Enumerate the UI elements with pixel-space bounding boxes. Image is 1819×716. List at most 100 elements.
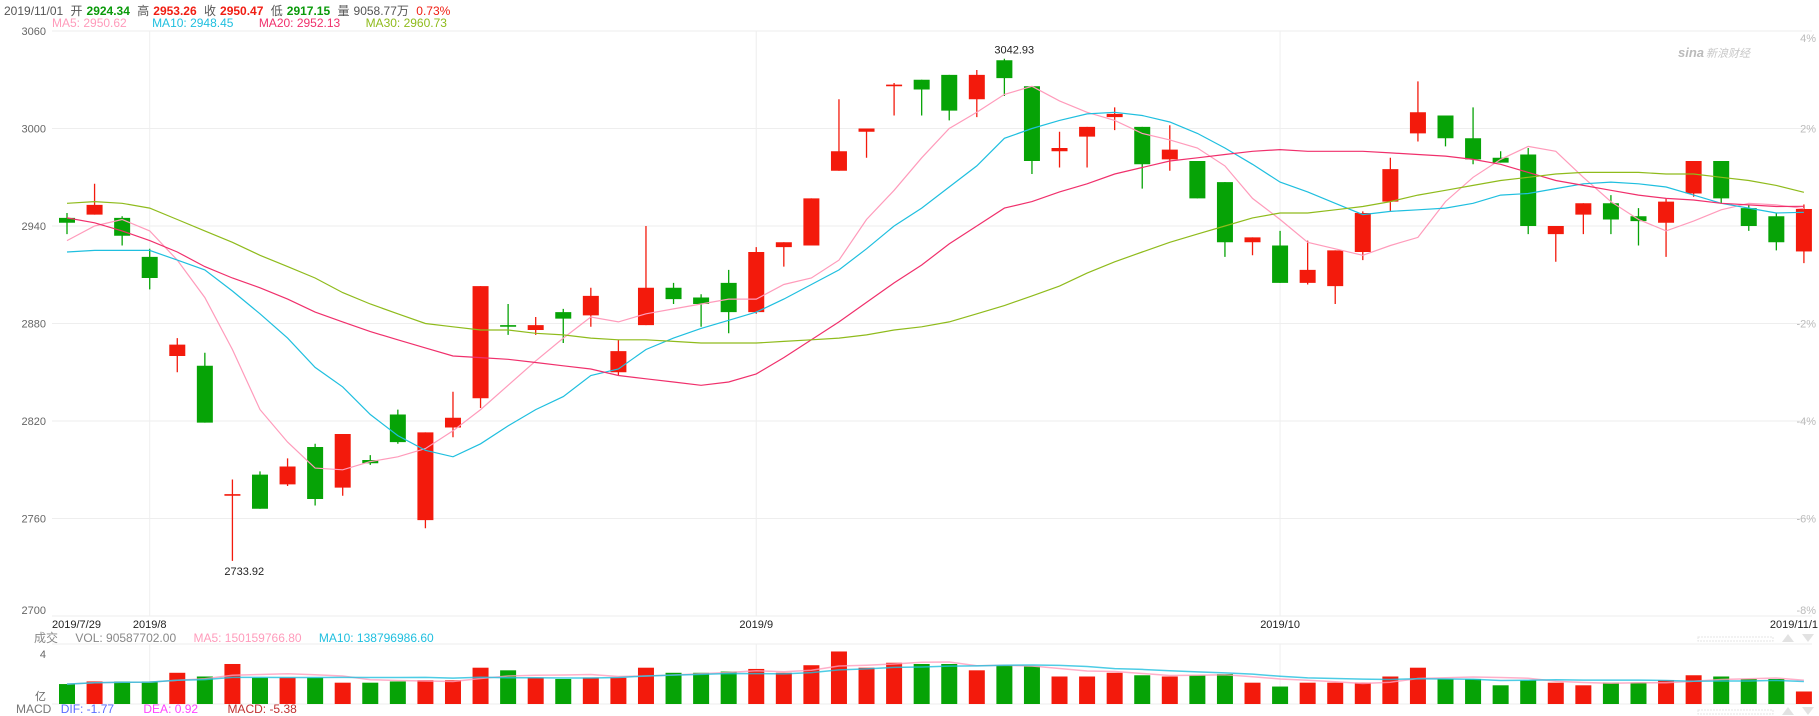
volume-bar	[720, 671, 737, 704]
volume-bar	[1547, 682, 1564, 704]
volume-bar	[830, 651, 847, 704]
volume-bar	[86, 681, 103, 704]
volume-bar	[279, 677, 296, 704]
candle-up	[1575, 203, 1592, 215]
volume-bar	[307, 677, 324, 704]
candle-up	[582, 295, 599, 316]
candle-up	[86, 204, 103, 215]
candle-down	[1272, 245, 1289, 283]
volume-bar	[555, 678, 572, 704]
volume-bar	[665, 672, 682, 704]
candle-up	[444, 417, 461, 428]
candle-down	[1713, 161, 1730, 199]
candle-up	[1547, 226, 1564, 235]
candle-down	[114, 217, 131, 236]
sina-watermark: sina 新浪财经	[1678, 45, 1750, 61]
candle-up	[1079, 126, 1096, 137]
scroll-down-icon[interactable]	[1802, 707, 1814, 715]
volume-bar	[251, 677, 268, 704]
volume-legend: 成交 VOL: 90587702.00 MA5: 150159766.80 MA…	[34, 629, 448, 646]
dea-value: DEA: 0.92	[143, 702, 199, 716]
volume-bar	[913, 663, 930, 704]
candle-up	[803, 198, 820, 246]
y-tick-label: 2880	[22, 319, 46, 331]
candle-down	[1189, 161, 1206, 199]
volume-bar	[582, 677, 599, 704]
volume-title: 成交	[34, 631, 59, 645]
candle-down	[996, 60, 1013, 79]
volume-bar	[362, 682, 379, 704]
sina-logo: sina	[1678, 45, 1705, 60]
y-tick-label: 2940	[22, 221, 46, 233]
candle-up	[279, 466, 296, 485]
ma30-line	[66, 171, 1805, 344]
candle-up	[748, 252, 765, 313]
pct-tick-label: 2%	[1800, 124, 1816, 136]
volume-ma10-line	[66, 664, 1804, 685]
candle-down	[307, 447, 324, 499]
volume-bar	[59, 684, 75, 704]
volume-bar	[1795, 691, 1812, 704]
pct-tick-label: -4%	[1796, 416, 1816, 428]
volume-bar	[1740, 678, 1757, 704]
pct-tick-label: -8%	[1796, 605, 1816, 617]
ma20-legend: MA20: 2952.13	[258, 16, 341, 30]
watermark-text: 新浪财经	[1706, 48, 1751, 60]
scroll-up-icon[interactable]	[1782, 707, 1794, 715]
scroll-track	[1697, 709, 1774, 715]
volume-bar	[996, 665, 1013, 704]
volume-bar	[500, 670, 517, 704]
volume-bar	[417, 680, 434, 704]
volume-bar	[1327, 682, 1344, 704]
ma5-legend: MA5: 2950.62	[52, 16, 127, 30]
candle-down	[1768, 216, 1785, 243]
y-tick-label: 2760	[22, 514, 46, 526]
volume-bar	[1189, 675, 1206, 704]
candle-down	[1520, 154, 1537, 226]
date-label: 2019/11/1	[1770, 619, 1818, 631]
ma20-line	[66, 148, 1804, 386]
volume-bar	[1106, 672, 1123, 704]
candle-up	[472, 286, 489, 399]
candle-down	[941, 74, 958, 111]
high-value: 2953.26	[153, 4, 197, 18]
volume-label: 量	[337, 4, 350, 18]
volume-bar	[1768, 678, 1785, 704]
volume-bar	[968, 670, 985, 704]
candle-up	[610, 351, 627, 373]
candle-up	[1161, 149, 1178, 160]
volume-bar	[803, 665, 820, 704]
volume-bar	[1437, 678, 1454, 704]
candle-up	[527, 325, 544, 330]
candle-down	[1630, 216, 1647, 222]
close-value: 2950.47	[220, 4, 264, 18]
y-tick-label: 3000	[22, 124, 46, 136]
volume-bar	[1354, 682, 1371, 704]
volume-bar	[196, 676, 213, 704]
volume-bar	[637, 667, 654, 704]
volume-bar	[1023, 666, 1040, 704]
volume-bar	[1244, 682, 1261, 704]
candle-up	[1354, 213, 1371, 252]
macd-legend: MACD DIF: -1.77 DEA: 0.92 MACD: -5.38	[16, 702, 323, 716]
volume-bar	[389, 681, 406, 704]
candle-down	[389, 414, 406, 443]
candle-up	[1685, 161, 1702, 194]
scroll-up-icon[interactable]	[1782, 634, 1794, 642]
scroll-down-icon[interactable]	[1802, 634, 1814, 642]
macd-value: MACD: -5.38	[227, 702, 297, 716]
candle-down	[1465, 138, 1482, 160]
volume-bar	[141, 681, 158, 704]
candle-up	[1409, 112, 1426, 134]
candle-up	[224, 494, 241, 496]
date-label: 2019/9	[739, 619, 773, 631]
vol-ma10: MA10: 138796986.60	[318, 631, 434, 645]
pct-tick-label: -2%	[1796, 319, 1816, 331]
candle-up	[1051, 148, 1068, 152]
volume-bar	[444, 680, 461, 704]
candle-down	[665, 287, 682, 300]
candle-down	[141, 256, 158, 278]
candle-up	[886, 84, 903, 87]
